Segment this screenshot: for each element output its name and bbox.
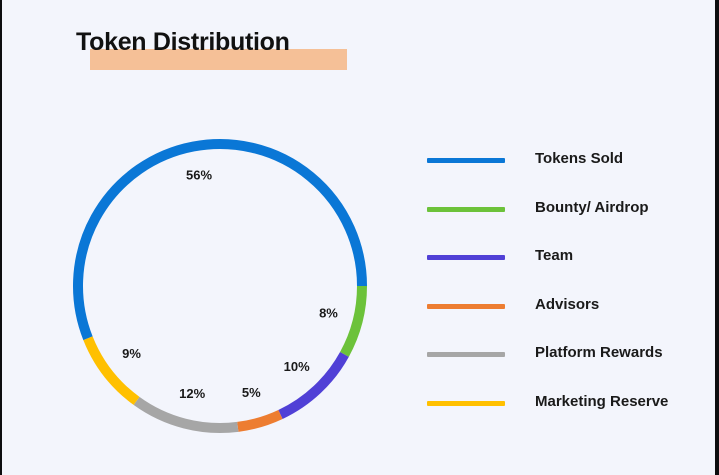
slice-advisors [237, 409, 283, 432]
slice-label-tokens-sold: 56% [186, 167, 212, 182]
title-highlight [90, 49, 347, 70]
legend-swatch [427, 255, 505, 260]
legend-label: Bounty/ Airdrop [535, 198, 649, 216]
legend-label: Advisors [535, 295, 600, 313]
legend-swatch [427, 352, 505, 357]
ring-slices [73, 139, 367, 433]
legend-item-tokens-sold: Tokens Sold [427, 150, 707, 170]
slice-label-marketing-reserve: 9% [122, 346, 141, 361]
slice-platform-rewards [133, 396, 239, 433]
slice-label-advisors: 5% [242, 385, 261, 400]
slice-team [278, 351, 349, 420]
legend-label: Marketing Reserve [535, 392, 669, 410]
slice-marketing-reserve [83, 336, 140, 405]
legend-swatch [427, 158, 505, 163]
legend-swatch [427, 206, 505, 212]
chart-title: Token Distribution [76, 28, 290, 56]
slice-bounty-airdrop [340, 285, 367, 357]
legend-item-team: Team [427, 247, 707, 267]
legend-item-marketing-reserve: Marketing Reserve [427, 393, 707, 413]
legend-item-platform-rewards: Platform Rewards [427, 344, 707, 364]
legend-swatch [427, 303, 505, 309]
slice-tokens-sold [73, 139, 367, 341]
legend-item-bounty-airdrop: Bounty/ Airdrop [427, 199, 707, 219]
legend-label: Tokens Sold [535, 150, 624, 167]
legend-label: Team [535, 247, 574, 264]
slice-label-bounty-airdrop: 8% [319, 305, 338, 320]
slice-labels: 56% 8% 10% 5% 12% 9% [122, 167, 338, 400]
slice-label-platform-rewards: 12% [179, 386, 205, 401]
legend-swatch [427, 400, 505, 406]
legend-label: Platform Rewards [535, 344, 663, 361]
title-block: Token Distribution [76, 28, 347, 70]
slice-label-team: 10% [284, 359, 310, 374]
legend-item-advisors: Advisors [427, 296, 707, 316]
